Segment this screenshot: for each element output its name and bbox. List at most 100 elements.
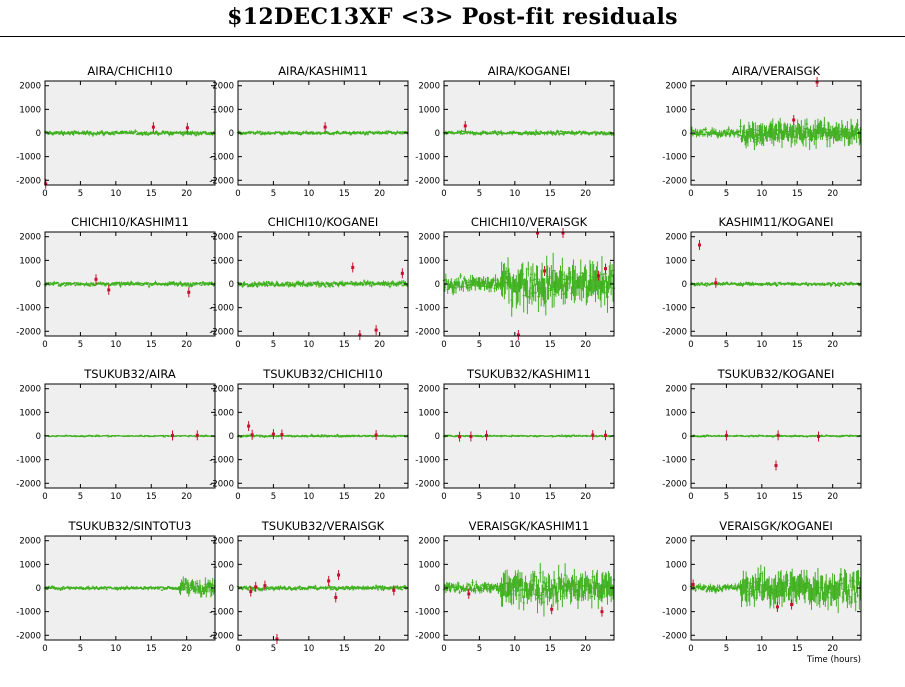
x-tick-label: 15 <box>339 492 350 502</box>
x-tick-label: 20 <box>181 189 192 199</box>
y-tick-label: 0 <box>682 432 687 442</box>
flagged-point <box>44 182 48 186</box>
y-tick-label: 2000 <box>212 82 234 92</box>
flagged-point <box>247 424 251 428</box>
y-tick-label: -2000 <box>415 479 440 489</box>
flagged-point <box>323 125 327 129</box>
y-tick-label: 2000 <box>418 233 440 243</box>
y-tick-label: 1000 <box>212 256 234 266</box>
y-tick-label: 1000 <box>418 408 440 418</box>
y-tick-label: -1000 <box>209 456 234 466</box>
x-tick-label: 10 <box>303 492 314 502</box>
y-tick-label: -2000 <box>16 327 41 337</box>
flagged-point <box>815 80 819 84</box>
flagged-point <box>94 277 98 281</box>
flagged-point <box>817 434 820 438</box>
x-tick-label: 10 <box>509 189 520 199</box>
flagged-point <box>151 125 155 129</box>
x-tick-label: 15 <box>339 340 350 350</box>
y-tick-label: 1000 <box>665 256 687 266</box>
y-tick-label: -2000 <box>209 327 234 337</box>
x-tick-label: 5 <box>724 492 729 502</box>
panel-title: TSUKUB32/KASHIM11 <box>466 367 591 381</box>
panel-title: AIRA/KOGANEI <box>488 64 571 78</box>
y-tick-label: 1000 <box>665 105 687 115</box>
flagged-point <box>724 434 728 438</box>
good-residuals <box>689 281 862 288</box>
good-residuals <box>442 434 615 438</box>
y-tick-label: -2000 <box>662 327 687 337</box>
flagged-point <box>374 328 378 332</box>
good-residuals <box>236 130 409 136</box>
x-tick-label: 5 <box>477 492 482 502</box>
good-residuals <box>689 116 862 151</box>
x-tick-label: 5 <box>78 189 83 199</box>
y-tick-label: -1000 <box>16 153 41 163</box>
flagged-point <box>107 288 111 292</box>
flagged-point <box>271 432 275 436</box>
x-tick-label: 10 <box>110 340 121 350</box>
y-tick-label: 1000 <box>19 105 41 115</box>
flagged-point <box>776 433 780 437</box>
x-tick-label: 15 <box>146 189 157 199</box>
title-rule <box>0 36 905 37</box>
y-tick-label: 0 <box>36 129 41 139</box>
y-tick-label: 2000 <box>212 233 234 243</box>
panel-title: AIRA/VERAISGK <box>732 64 821 78</box>
flagged-point <box>604 267 607 271</box>
x-tick-label: 0 <box>42 340 47 350</box>
panel-title: CHICHI10/KASHIM11 <box>71 215 189 229</box>
flagged-point <box>195 433 199 437</box>
x-tick-label: 0 <box>441 189 446 199</box>
flagged-point <box>792 118 796 122</box>
y-tick-label: -2000 <box>16 479 41 489</box>
panel-title: TSUKUB32/AIRA <box>83 367 176 381</box>
y-tick-label: 0 <box>435 280 440 290</box>
y-tick-label: -1000 <box>662 153 687 163</box>
good-residuals <box>236 279 409 289</box>
flagged-point <box>250 433 254 437</box>
y-tick-label: 2000 <box>665 385 687 395</box>
x-tick-label: 5 <box>271 492 276 502</box>
y-tick-label: 2000 <box>418 82 440 92</box>
x-tick-label: 20 <box>827 492 838 502</box>
y-tick-label: 2000 <box>418 385 440 395</box>
y-tick-label: -2000 <box>415 176 440 186</box>
x-tick-label: 5 <box>271 189 276 199</box>
flagged-point <box>187 290 191 294</box>
panel-title: AIRA/KASHIM11 <box>278 64 368 78</box>
x-tick-label: 5 <box>724 340 729 350</box>
flagged-point <box>400 271 404 275</box>
flagged-point <box>604 433 607 437</box>
flagged-point <box>561 231 565 235</box>
y-tick-label: 1000 <box>212 105 234 115</box>
x-tick-label: 10 <box>303 340 314 350</box>
flagged-point <box>698 243 701 247</box>
page-title: $12DEC13XF <3> Post-fit residuals <box>227 4 678 30</box>
good-residuals <box>43 576 216 598</box>
x-tick-label: 20 <box>181 340 192 350</box>
y-tick-label: 0 <box>229 129 234 139</box>
flagged-point <box>516 333 520 337</box>
x-tick-label: 15 <box>545 340 556 350</box>
y-tick-label: -2000 <box>16 176 41 186</box>
x-tick-label: 15 <box>792 189 803 199</box>
x-tick-label: 20 <box>374 340 385 350</box>
y-tick-label: -2000 <box>662 479 687 489</box>
y-tick-label: -1000 <box>16 304 41 314</box>
y-tick-label: 0 <box>435 432 440 442</box>
y-tick-label: 1000 <box>665 408 687 418</box>
y-tick-label: -1000 <box>415 456 440 466</box>
y-tick-label: 0 <box>229 432 234 442</box>
y-tick-label: -1000 <box>209 304 234 314</box>
good-residuals <box>43 280 216 289</box>
x-tick-label: 20 <box>580 492 591 502</box>
y-tick-label: -1000 <box>662 304 687 314</box>
